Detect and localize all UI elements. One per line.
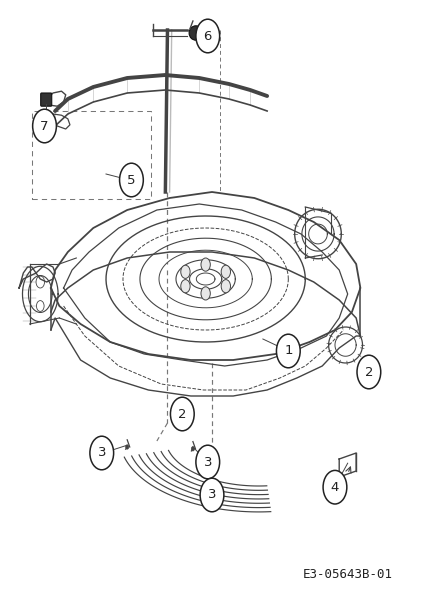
Circle shape bbox=[221, 265, 231, 278]
Circle shape bbox=[276, 334, 300, 368]
Circle shape bbox=[201, 287, 210, 300]
Circle shape bbox=[357, 355, 381, 389]
Circle shape bbox=[221, 280, 231, 293]
Circle shape bbox=[126, 445, 129, 449]
Circle shape bbox=[170, 397, 194, 431]
Circle shape bbox=[175, 405, 177, 409]
Circle shape bbox=[323, 470, 347, 504]
Circle shape bbox=[212, 485, 216, 490]
Text: 3: 3 bbox=[204, 455, 212, 469]
Text: 1: 1 bbox=[284, 344, 293, 358]
Text: 6: 6 bbox=[204, 29, 212, 43]
Text: 3: 3 bbox=[98, 446, 106, 460]
Text: 3: 3 bbox=[208, 488, 216, 502]
Circle shape bbox=[181, 265, 190, 278]
Circle shape bbox=[120, 163, 143, 197]
Circle shape bbox=[201, 258, 210, 271]
Circle shape bbox=[196, 19, 220, 53]
Ellipse shape bbox=[189, 26, 203, 40]
Circle shape bbox=[90, 436, 114, 470]
Circle shape bbox=[196, 445, 220, 479]
Circle shape bbox=[361, 362, 364, 366]
Circle shape bbox=[200, 478, 224, 512]
Circle shape bbox=[191, 446, 195, 451]
Text: 4: 4 bbox=[331, 481, 339, 494]
Text: 7: 7 bbox=[40, 119, 49, 133]
Text: 2: 2 bbox=[365, 365, 373, 379]
Circle shape bbox=[181, 280, 190, 293]
Text: 2: 2 bbox=[178, 407, 187, 421]
Circle shape bbox=[33, 109, 56, 143]
FancyBboxPatch shape bbox=[41, 93, 52, 106]
Text: 5: 5 bbox=[127, 173, 136, 187]
Text: E3-05643B-01: E3-05643B-01 bbox=[303, 568, 393, 581]
